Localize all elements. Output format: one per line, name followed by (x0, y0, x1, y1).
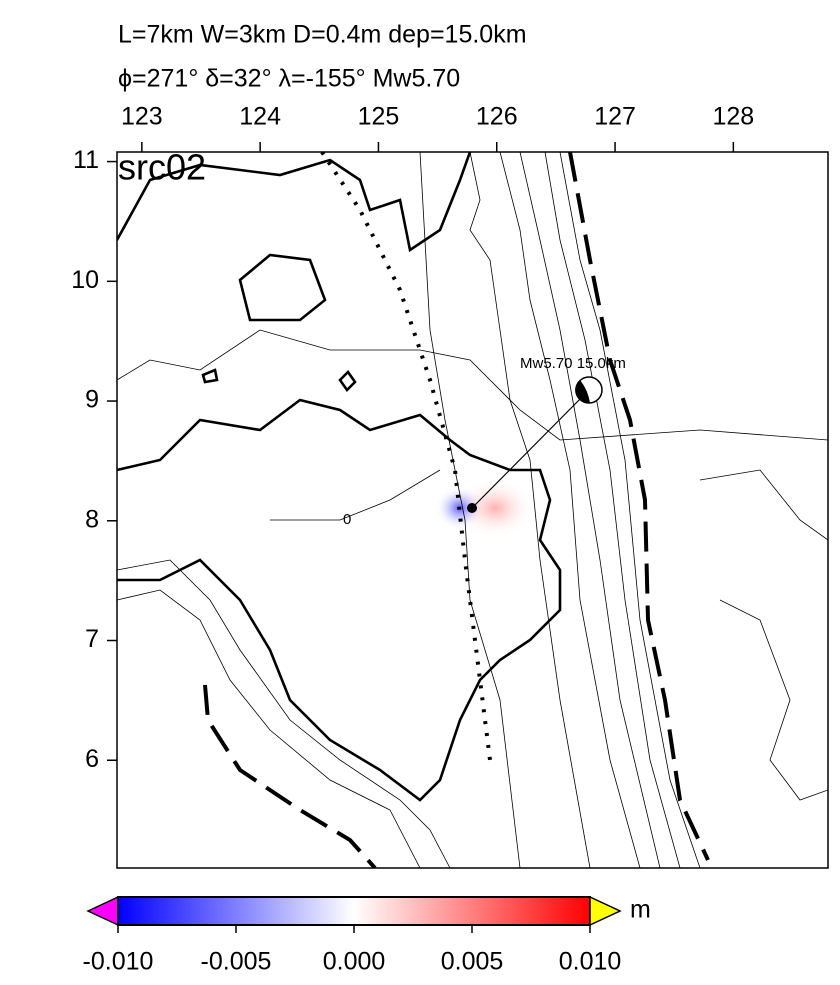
colorbar-tick-label: 0.000 (323, 948, 386, 976)
colorbar-unit: m (630, 896, 651, 924)
slip-positive (455, 478, 535, 538)
colorbar-tick-label: -0.010 (83, 948, 154, 976)
trench (568, 152, 710, 861)
event-label: Mw5.70 15.0km (520, 355, 626, 372)
colorbar-tick-label: 0.010 (559, 948, 622, 976)
subtitle: ϕ=271° δ=32° λ=-155° Mw5.70 (118, 65, 460, 93)
colorbar-underflow (86, 895, 119, 927)
colorbar (117, 896, 591, 926)
x-tick-label: 128 (712, 103, 754, 131)
x-tick-label: 126 (476, 103, 518, 131)
contours (117, 152, 828, 868)
panel-label: src02 (118, 147, 206, 188)
y-tick-label: 6 (85, 745, 99, 773)
x-tick-label: 127 (594, 103, 636, 131)
x-tick-label: 124 (239, 103, 281, 131)
title: L=7km W=3km D=0.4m dep=15.0km (118, 21, 527, 49)
trench-south (203, 684, 377, 868)
epicenter (467, 503, 477, 513)
colorbar-tick-label: -0.005 (201, 948, 272, 976)
x-tick-label: 125 (358, 103, 400, 131)
fault-dotted (320, 152, 492, 761)
map-body: Mw5.70 15.0km 0 (117, 152, 828, 868)
map-frame (116, 151, 829, 869)
y-tick-label: 8 (85, 505, 99, 533)
coastline (117, 152, 562, 802)
contour-label: 0 (343, 511, 351, 528)
beachball-compression (575, 380, 590, 404)
y-tick-label: 10 (71, 266, 99, 294)
colorbar-overflow (589, 895, 622, 927)
y-tick-label: 11 (73, 146, 99, 174)
event-connector (471, 389, 590, 509)
y-tick-label: 9 (85, 386, 99, 414)
y-tick-label: 7 (85, 625, 99, 653)
colorbar-tick-label: 0.005 (441, 948, 504, 976)
x-tick-label: 123 (121, 103, 163, 131)
